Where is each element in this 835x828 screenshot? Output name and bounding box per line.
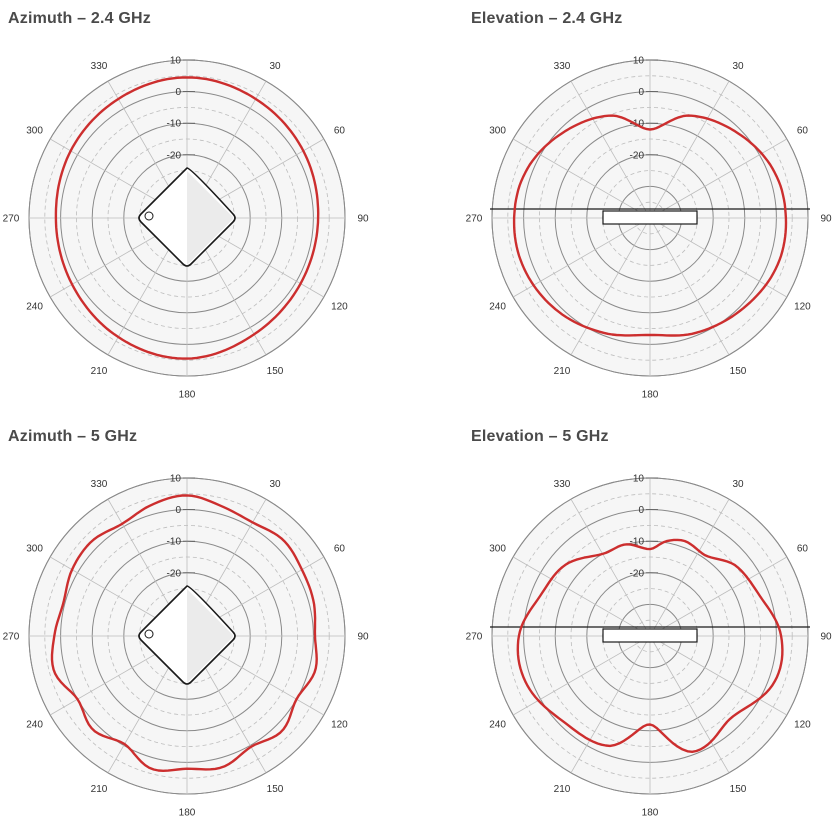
angle-tick-label: 30 bbox=[269, 61, 281, 72]
radial-tick-label: 0 bbox=[638, 87, 644, 98]
access-point-side-body bbox=[602, 628, 698, 643]
angle-tick-label: 30 bbox=[269, 479, 281, 490]
access-point-side-body bbox=[602, 210, 698, 225]
grid-spoke bbox=[649, 498, 730, 637]
polar-chart-elevation-5: 30 60 90 120 150 180 210 240 270 300 330 10 0 -10 -20 bbox=[466, 474, 832, 819]
grid-spoke bbox=[649, 635, 730, 774]
angle-tick-label: 240 bbox=[26, 302, 43, 313]
angle-tick-label: 120 bbox=[794, 302, 811, 313]
access-point-shade bbox=[187, 589, 233, 683]
chart-title: Azimuth – 5 GHz bbox=[8, 428, 138, 445]
polar-chart-azimuth-5: 30 60 90 120 150 180 210 240 270 300 330 10 0 -10 -20 bbox=[3, 474, 369, 819]
radial-tick-label: -10 bbox=[167, 537, 182, 548]
grid-spoke bbox=[649, 217, 730, 356]
angle-tick-label: 150 bbox=[730, 784, 747, 795]
radiation-pattern-line bbox=[50, 494, 318, 772]
angle-tick-label: 210 bbox=[554, 366, 571, 377]
grid-spoke bbox=[649, 217, 788, 298]
chart-title: Azimuth – 2.4 GHz bbox=[8, 10, 151, 27]
access-point-icon bbox=[138, 585, 236, 685]
radial-tick-label: 10 bbox=[633, 56, 645, 67]
angle-tick-label: 120 bbox=[331, 302, 348, 313]
radiation-pattern-line bbox=[516, 538, 784, 753]
radial-tick-label: 0 bbox=[175, 87, 181, 98]
angle-tick-label: 300 bbox=[26, 544, 43, 555]
grid-spoke bbox=[649, 138, 788, 219]
angle-tick-label: 240 bbox=[489, 720, 506, 731]
angle-tick-label: 210 bbox=[554, 784, 571, 795]
grid-spoke bbox=[649, 635, 788, 716]
radial-tick-label: 10 bbox=[633, 474, 645, 485]
grid-spoke bbox=[570, 635, 651, 774]
angle-tick-label: 90 bbox=[357, 214, 369, 225]
radial-tick-label: -20 bbox=[167, 568, 182, 579]
angle-tick-label: 330 bbox=[91, 61, 108, 72]
angle-tick-label: 180 bbox=[179, 808, 196, 819]
angle-tick-label: 300 bbox=[489, 544, 506, 555]
grid-spoke bbox=[570, 498, 651, 637]
chart-title: Elevation – 2.4 GHz bbox=[471, 10, 623, 27]
radial-tick-label: 0 bbox=[175, 505, 181, 516]
grid-spoke bbox=[512, 138, 651, 219]
grid-spoke bbox=[649, 556, 788, 637]
radial-tick-label: -20 bbox=[167, 150, 182, 161]
grid-spoke bbox=[649, 80, 730, 219]
grid-spoke bbox=[512, 217, 651, 298]
access-point-icon bbox=[138, 167, 236, 267]
radiation-pattern-line bbox=[512, 114, 788, 337]
radial-tick-label: 10 bbox=[170, 474, 182, 485]
angle-tick-label: 90 bbox=[820, 632, 832, 643]
hand-icon bbox=[144, 629, 154, 639]
angle-tick-label: 180 bbox=[642, 808, 659, 819]
angle-tick-label: 300 bbox=[489, 126, 506, 137]
angle-tick-label: 330 bbox=[91, 479, 108, 490]
angle-tick-label: 180 bbox=[179, 390, 196, 401]
panel-azimuth-2-4: Azimuth – 2.4 GHz 30 60 90 120 150 180 210 240 2… bbox=[0, 0, 417, 410]
radial-tick-label: -10 bbox=[630, 537, 645, 548]
grid-spoke bbox=[570, 217, 651, 356]
angle-tick-label: 270 bbox=[466, 632, 483, 643]
grid-spoke bbox=[570, 80, 651, 219]
angle-tick-label: 270 bbox=[3, 214, 20, 225]
panel-elevation-2-4: Elevation – 2.4 GHz 30 60 90 120 150 180 210 24… bbox=[463, 0, 835, 410]
angle-tick-label: 330 bbox=[554, 61, 571, 72]
grid-spoke bbox=[512, 635, 651, 716]
angle-tick-label: 300 bbox=[26, 126, 43, 137]
angle-tick-label: 60 bbox=[334, 544, 346, 555]
radial-tick-label: -20 bbox=[630, 568, 645, 579]
angle-tick-label: 90 bbox=[357, 632, 369, 643]
angle-tick-label: 30 bbox=[732, 479, 744, 490]
radiation-pattern-line bbox=[54, 76, 320, 360]
angle-tick-label: 180 bbox=[642, 390, 659, 401]
angle-tick-label: 60 bbox=[797, 126, 809, 137]
angle-tick-label: 60 bbox=[797, 544, 809, 555]
angle-tick-label: 210 bbox=[91, 366, 108, 377]
hand-icon bbox=[144, 211, 154, 221]
angle-tick-label: 150 bbox=[267, 366, 284, 377]
chart-title: Elevation – 5 GHz bbox=[471, 428, 609, 445]
angle-tick-label: 30 bbox=[732, 61, 744, 72]
radial-tick-label: -10 bbox=[167, 119, 182, 130]
angle-tick-label: 240 bbox=[26, 720, 43, 731]
angle-tick-label: 210 bbox=[91, 784, 108, 795]
angle-tick-label: 240 bbox=[489, 302, 506, 313]
radial-tick-label: 0 bbox=[638, 505, 644, 516]
panel-azimuth-5: Azimuth – 5 GHz 30 60 90 120 150 180 210 240 270… bbox=[0, 418, 417, 828]
grid-spoke bbox=[512, 556, 651, 637]
angle-tick-label: 270 bbox=[3, 632, 20, 643]
angle-tick-label: 270 bbox=[466, 214, 483, 225]
angle-tick-label: 60 bbox=[334, 126, 346, 137]
angle-tick-label: 90 bbox=[820, 214, 832, 225]
radial-tick-label: 10 bbox=[170, 56, 182, 67]
angle-tick-label: 330 bbox=[554, 479, 571, 490]
angle-tick-label: 120 bbox=[331, 720, 348, 731]
panel-elevation-5: Elevation – 5 GHz 30 60 90 120 150 180 210 240 2… bbox=[463, 418, 835, 828]
polar-chart-azimuth-2-4: 30 60 90 120 150 180 210 240 270 300 330 10 0 -10 -20 bbox=[3, 56, 369, 401]
radial-tick-label: -20 bbox=[630, 150, 645, 161]
access-point-shade bbox=[187, 171, 233, 265]
angle-tick-label: 150 bbox=[267, 784, 284, 795]
angle-tick-label: 120 bbox=[794, 720, 811, 731]
angle-tick-label: 150 bbox=[730, 366, 747, 377]
